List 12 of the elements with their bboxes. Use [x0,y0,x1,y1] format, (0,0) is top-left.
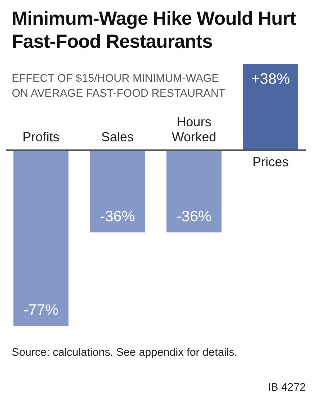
text: EFFECT OF $15/HOUR MINIMUM-WAGE ON AVERAGE FAST-FOOD RESTAURANT [12,72,227,102]
data-label: +38% [251,71,290,88]
x-tick-label: Hours Worked [172,114,217,145]
x-tick-label: Prices [252,154,290,170]
text: IB 4272 [268,382,306,394]
chart-title: Minimum-Wage Hike Would Hurt Fast-Food Restaurants [12,8,298,54]
data-label: -77% [24,302,59,319]
data-label: -36% [176,208,212,226]
x-tick-label: Profits [22,130,60,145]
source-note: Source: calculations. See appendix for details. [12,346,239,360]
x-tick-label: Sales [101,130,134,145]
data-label: -36% [100,208,136,226]
